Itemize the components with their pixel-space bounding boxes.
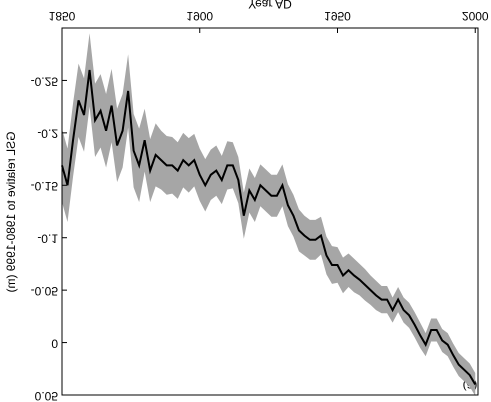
y-tick-label: 0 xyxy=(51,336,58,350)
y-tick-label: -0.15 xyxy=(31,179,59,193)
y-tick-label: -0.25 xyxy=(31,74,59,88)
x-tick-label: 1850 xyxy=(49,9,76,23)
y-tick-label: -0.1 xyxy=(37,232,58,246)
y-tick-label: -0.05 xyxy=(31,284,59,298)
x-tick-label: 1950 xyxy=(324,9,351,23)
y-axis-label: GSL relative to 1980-1999 (m) xyxy=(4,132,18,293)
x-axis-label: Year AD xyxy=(248,0,292,11)
y-tick-label: -0.2 xyxy=(37,127,58,141)
x-tick-label: 1900 xyxy=(186,9,213,23)
data-line xyxy=(61,69,477,386)
y-tick-label: 0.05 xyxy=(35,389,59,402)
x-tick-label: 2000 xyxy=(462,9,489,23)
plot-frame xyxy=(61,27,479,396)
chart-body: Year AD GSL relative to 1980-1999 (m) (a… xyxy=(4,0,489,402)
uncertainty-band xyxy=(62,33,476,397)
